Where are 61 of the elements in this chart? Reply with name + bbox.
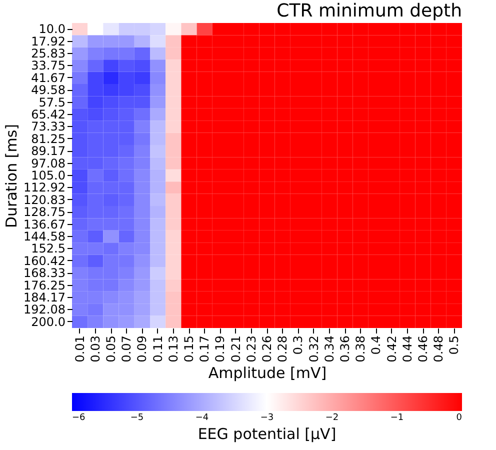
x-tick-label: 0.3 [291, 336, 306, 355]
y-tick-label: 81.25 [31, 132, 66, 146]
y-tick-label: 152.5 [31, 242, 66, 256]
x-tick-label: 0.44 [400, 336, 414, 362]
x-tick-label: 0.19 [213, 336, 228, 362]
x-tick-label: 0.05 [104, 336, 118, 362]
x-tick-label: 0.48 [432, 336, 446, 362]
x-tick-label: 0.23 [244, 336, 258, 362]
chart-title: CTR minimum depth [276, 0, 462, 22]
y-tick-label: 120.83 [24, 192, 66, 207]
y-tick-label: 41.67 [31, 70, 66, 85]
y-tick-label: 25.83 [31, 46, 66, 60]
y-axis-title: Duration [ms] [2, 124, 21, 228]
x-tick-label: 0.42 [384, 336, 399, 362]
x-tick-label: 0.07 [120, 336, 134, 362]
y-tick-label: 192.08 [24, 302, 66, 317]
y-tick-label: 97.08 [31, 156, 66, 170]
color-bar-title: EEG potential [μV] [198, 425, 336, 443]
y-tick-label: 49.58 [31, 83, 66, 98]
x-tick-label: 0.46 [416, 336, 430, 362]
y-tick-label: 89.17 [31, 144, 66, 158]
color-bar-label: 0 [456, 413, 462, 423]
y-tick-label: 160.42 [24, 254, 66, 268]
color-bar-label: −5 [130, 413, 144, 423]
y-tick-label: 73.33 [31, 120, 66, 134]
color-bar-label: −2 [325, 413, 339, 423]
x-tick-label: 0.32 [306, 336, 321, 362]
y-tick-label: 57.5 [38, 95, 66, 110]
y-tick-label: 144.58 [24, 230, 66, 244]
x-tick-label: 0.34 [322, 336, 336, 362]
color-bar-label: −1 [390, 413, 404, 423]
x-axis-title: Amplitude [mV] [208, 364, 327, 382]
y-tick-label: 112.92 [24, 180, 66, 195]
y-tick-label: 17.92 [31, 34, 66, 48]
x-tick-label: 0.15 [182, 336, 196, 362]
color-bar-label: −6 [72, 413, 86, 423]
y-tick-label: 136.67 [24, 217, 66, 232]
x-tick-label: 0.09 [135, 336, 150, 362]
x-tick-label: 0.4 [369, 336, 384, 355]
y-tick-label: 168.33 [24, 266, 66, 280]
y-tick-label: 105.0 [31, 168, 66, 182]
x-tick-label: 0.13 [166, 336, 180, 362]
x-tick-label: 0.28 [276, 336, 290, 362]
y-tick-label: 176.25 [24, 278, 66, 292]
y-tick-label: 33.75 [31, 58, 66, 73]
x-tick-label: 0.36 [338, 336, 352, 362]
y-tick-label: 10.0 [38, 22, 66, 36]
y-tick-label: 200.0 [31, 314, 66, 329]
y-tick-label: 184.17 [24, 290, 66, 304]
x-tick-label: 0.5 [447, 336, 462, 355]
y-tick-label: 128.75 [24, 205, 66, 220]
x-tick-label: 0.26 [260, 336, 274, 362]
x-tick-label: 0.17 [198, 336, 212, 362]
x-tick-label: 0.11 [150, 336, 165, 362]
x-tick-label: 0.01 [72, 336, 87, 362]
color-bar-label: −3 [260, 413, 274, 423]
x-tick-label: 0.38 [354, 336, 368, 362]
color-bar-label: −4 [195, 413, 209, 423]
x-tick-label: 0.03 [88, 336, 102, 362]
x-tick-label: 0.21 [228, 336, 243, 362]
y-tick-label: 65.42 [31, 108, 66, 122]
